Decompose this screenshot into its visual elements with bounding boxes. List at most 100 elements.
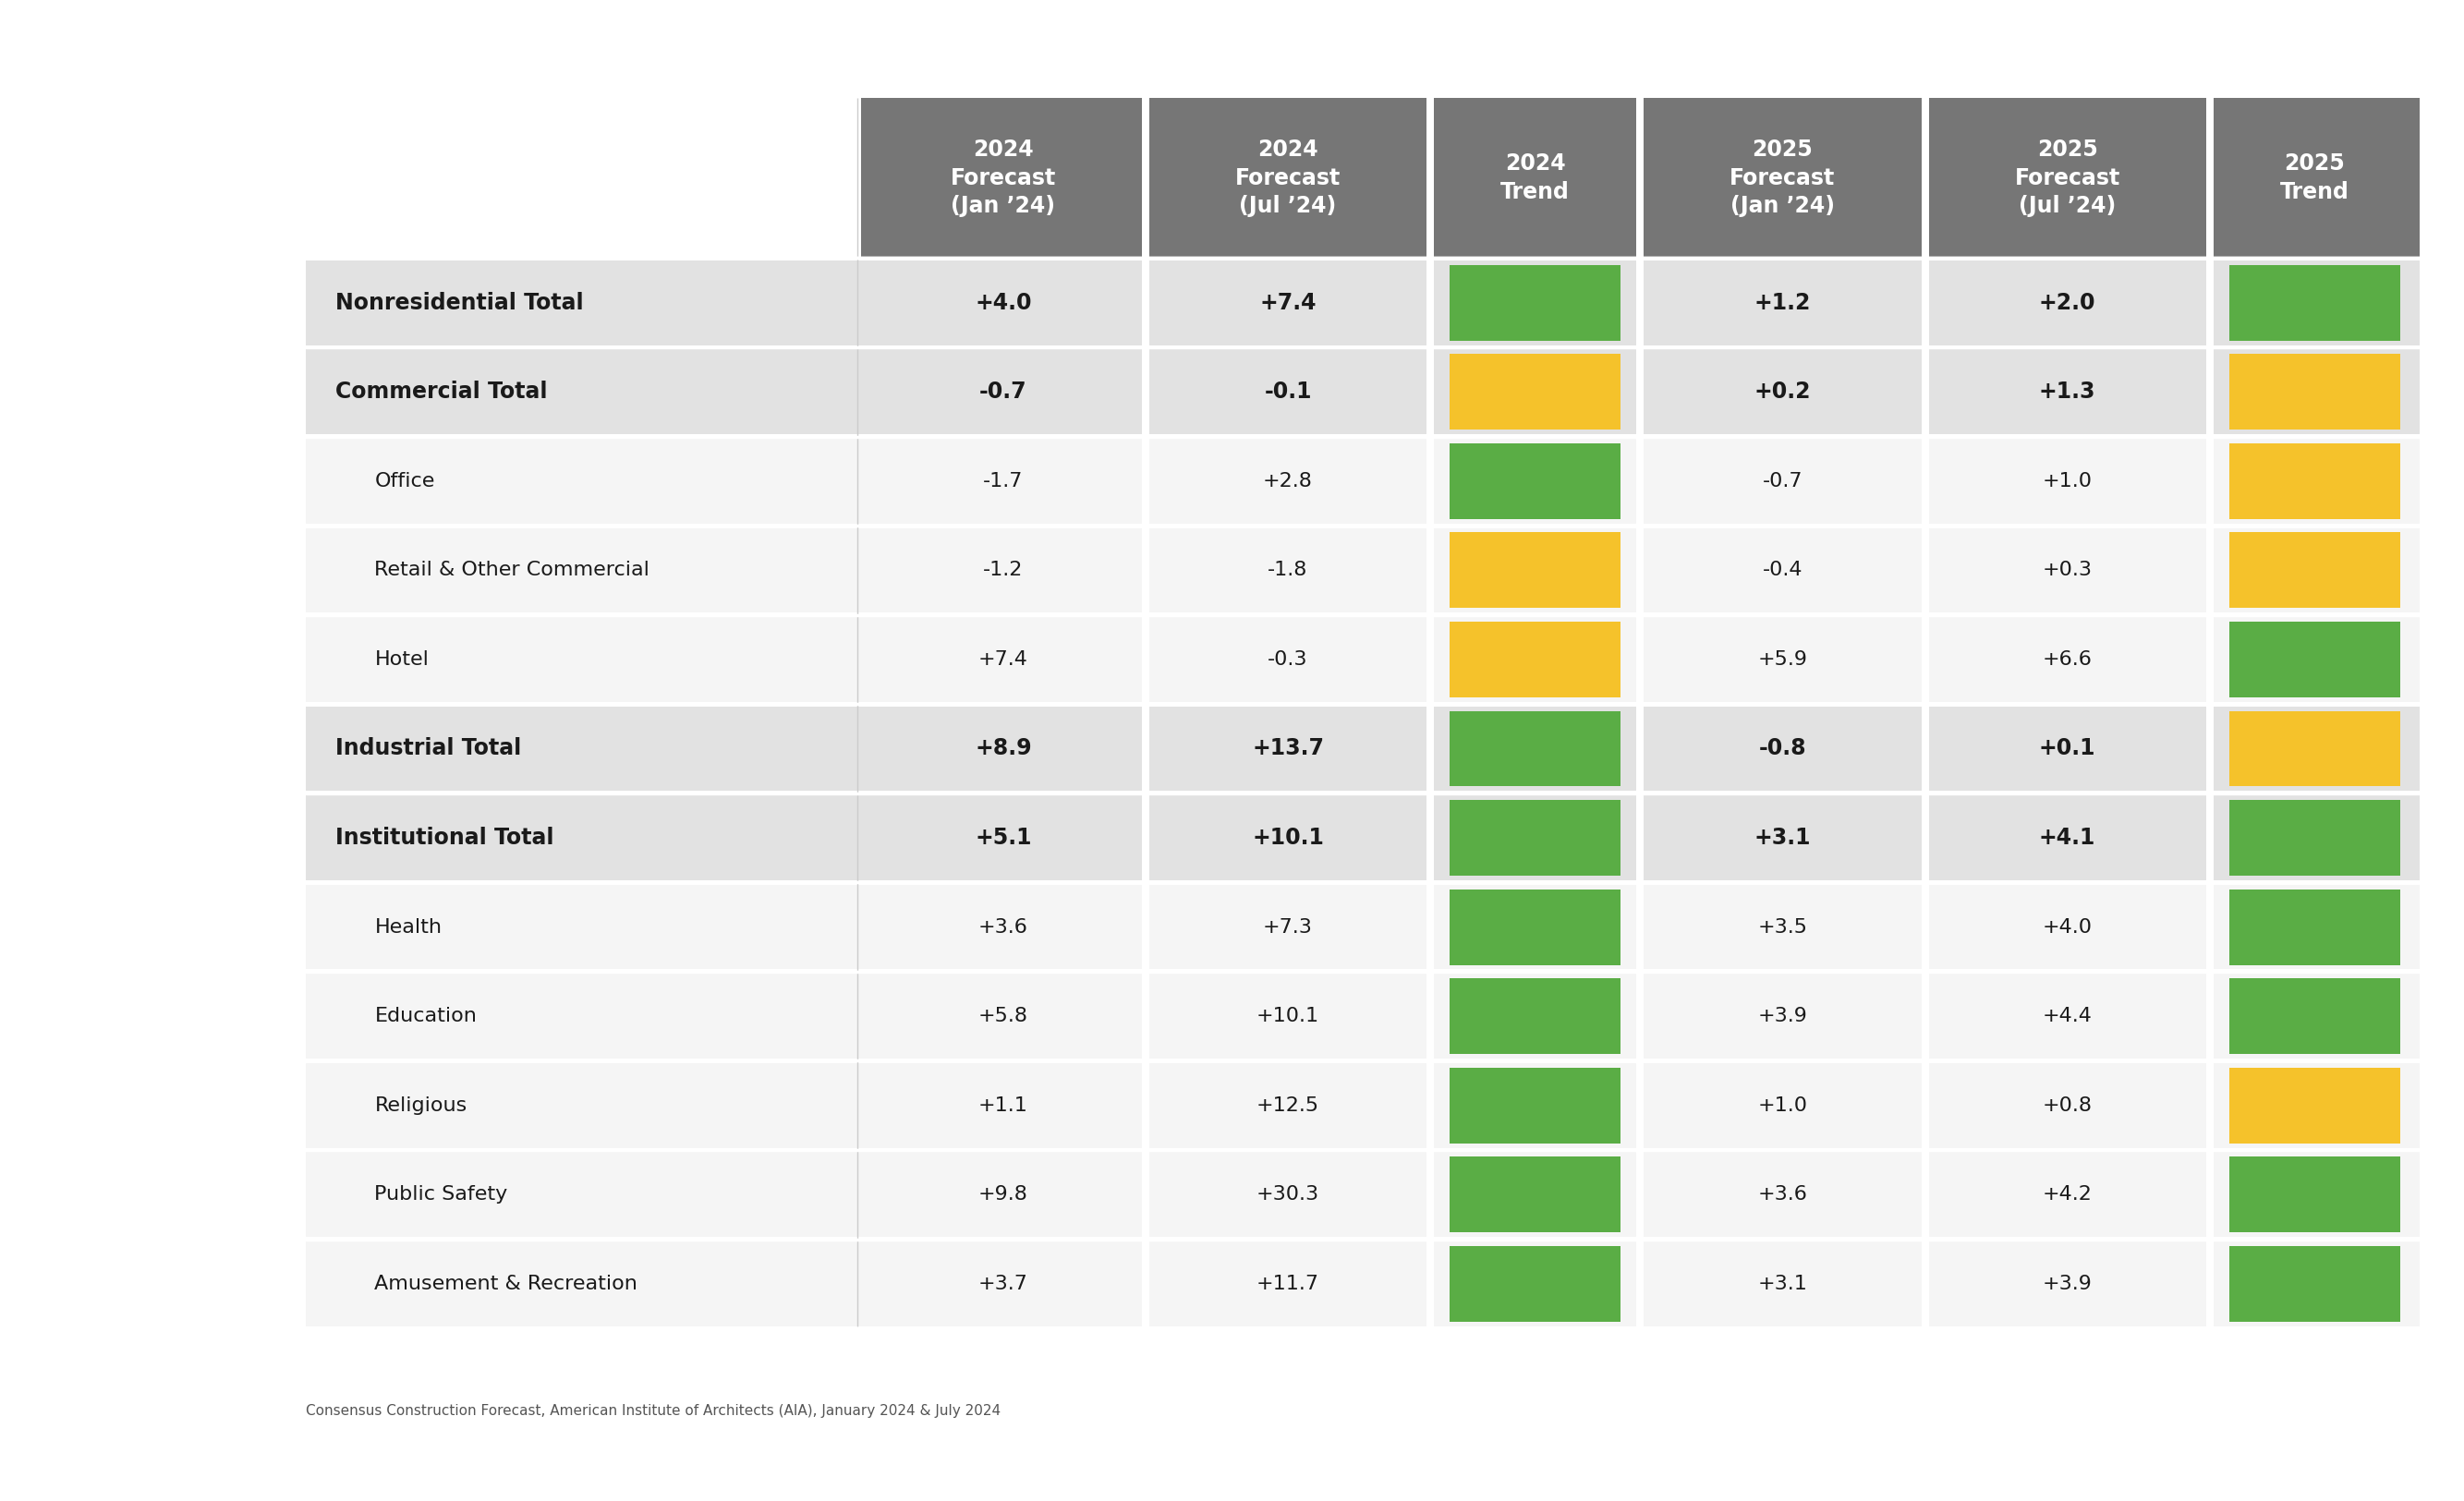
Bar	[306, 617, 860, 702]
Bar	[1449, 1067, 1621, 1144]
Bar	[2230, 1157, 2400, 1232]
Bar	[1429, 260, 1641, 345]
Text: Retail & Other Commercial: Retail & Other Commercial	[375, 561, 650, 579]
Text: +12.5: +12.5	[1257, 1096, 1318, 1115]
Bar	[2210, 707, 2420, 791]
Bar	[2205, 707, 2213, 791]
Bar	[1141, 528, 1148, 612]
Bar	[2210, 260, 2420, 345]
Text: Commercial Total: Commercial Total	[335, 381, 547, 402]
Bar	[2205, 974, 2213, 1058]
Bar	[860, 260, 1146, 345]
Bar	[1427, 1153, 1434, 1237]
Text: -1.2: -1.2	[983, 561, 1023, 579]
Bar	[2230, 979, 2400, 1054]
Text: +5.1: +5.1	[976, 827, 1032, 850]
Text: +5.8: +5.8	[978, 1007, 1027, 1025]
Bar	[860, 528, 1146, 612]
Bar	[1146, 1063, 1429, 1148]
Bar	[1141, 884, 1148, 970]
Bar	[1146, 1153, 1429, 1237]
Bar	[1636, 707, 1643, 791]
Text: Nonresidential Total: Nonresidential Total	[335, 291, 584, 314]
Bar	[2210, 617, 2420, 702]
Bar	[1636, 884, 1643, 970]
Bar	[860, 617, 1146, 702]
Bar	[2205, 884, 2213, 970]
Bar	[1141, 260, 1148, 345]
Bar	[2210, 1153, 2420, 1237]
Text: +3.6: +3.6	[978, 917, 1027, 937]
Text: +3.1: +3.1	[1754, 827, 1811, 850]
Bar	[2230, 264, 2400, 341]
Bar	[1141, 617, 1148, 702]
Bar	[1924, 438, 2210, 524]
Bar	[1924, 1063, 2210, 1148]
Bar	[1636, 350, 1643, 434]
Bar	[1449, 800, 1621, 875]
Bar	[2210, 796, 2420, 880]
Bar	[1427, 1063, 1434, 1148]
Text: +4.1: +4.1	[2038, 827, 2097, 850]
Bar	[1146, 707, 1429, 791]
Text: -0.7: -0.7	[1762, 471, 1804, 491]
Bar	[1449, 443, 1621, 519]
Bar	[1636, 438, 1643, 524]
Bar	[2230, 621, 2400, 698]
Bar	[2205, 1241, 2213, 1327]
Text: +7.4: +7.4	[1259, 291, 1316, 314]
Text: +3.6: +3.6	[1757, 1186, 1809, 1204]
Bar	[1449, 1157, 1621, 1232]
Bar	[1427, 260, 1434, 345]
Bar	[1429, 707, 1641, 791]
Bar	[1427, 884, 1434, 970]
Bar	[2210, 1063, 2420, 1148]
Bar	[1429, 1063, 1641, 1148]
Text: +0.8: +0.8	[2043, 1096, 2092, 1115]
Text: 2025
Trend: 2025 Trend	[2279, 153, 2348, 203]
Bar	[1449, 711, 1621, 787]
Bar	[2210, 350, 2420, 434]
Bar	[2205, 260, 2213, 345]
Text: +3.5: +3.5	[1757, 917, 1809, 937]
Bar	[1924, 884, 2210, 970]
Text: -0.7: -0.7	[978, 381, 1027, 402]
Text: +30.3: +30.3	[1257, 1186, 1318, 1204]
Bar	[1636, 528, 1643, 612]
Text: +1.0: +1.0	[2043, 471, 2092, 491]
Bar	[1449, 889, 1621, 965]
Bar	[2230, 533, 2400, 608]
Bar	[1429, 617, 1641, 702]
Bar	[1922, 707, 1929, 791]
Bar	[306, 260, 860, 345]
Bar	[1146, 98, 1429, 258]
Text: Institutional Total: Institutional Total	[335, 827, 554, 850]
Bar	[306, 796, 860, 880]
Text: -0.4: -0.4	[1762, 561, 1804, 579]
Text: +3.9: +3.9	[2043, 1274, 2092, 1292]
Bar	[1427, 707, 1434, 791]
Text: Consensus Construction Forecast, American Institute of Architects (AIA), January: Consensus Construction Forecast, America…	[306, 1403, 1000, 1418]
Bar	[1641, 884, 1924, 970]
Bar	[1636, 1063, 1643, 1148]
Bar	[1924, 98, 2210, 258]
Bar	[1141, 98, 1148, 258]
Text: -1.7: -1.7	[983, 471, 1023, 491]
Text: +2.8: +2.8	[1264, 471, 1313, 491]
Bar	[2205, 617, 2213, 702]
Text: +4.2: +4.2	[2043, 1186, 2092, 1204]
Bar	[1429, 974, 1641, 1058]
Text: +3.7: +3.7	[978, 1274, 1027, 1292]
Bar	[1641, 617, 1924, 702]
Bar	[1141, 1063, 1148, 1148]
Text: +3.9: +3.9	[1757, 1007, 1809, 1025]
Bar	[1922, 260, 1929, 345]
Text: +1.1: +1.1	[978, 1096, 1027, 1115]
Bar	[1146, 796, 1429, 880]
Bar	[860, 438, 1146, 524]
Text: +1.3: +1.3	[2038, 381, 2097, 402]
Text: -1.8: -1.8	[1269, 561, 1308, 579]
Bar	[1449, 1246, 1621, 1321]
Bar	[1922, 1153, 1929, 1237]
Bar	[306, 528, 860, 612]
